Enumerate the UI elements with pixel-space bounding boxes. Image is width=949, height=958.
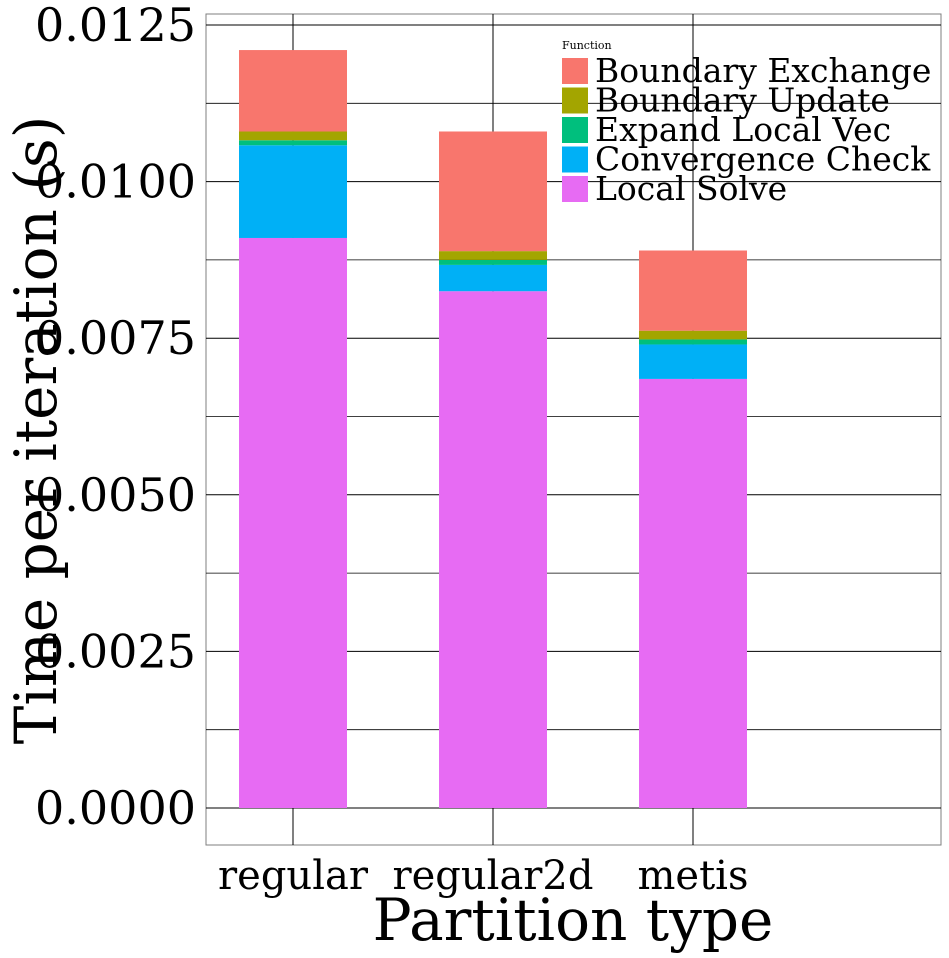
y-tick-label: 0.0075 xyxy=(35,311,196,365)
x-axis-ticks: regular regular2d metis xyxy=(218,853,748,899)
y-axis-ticks: 0.0000 0.0025 0.0050 0.0075 0.0100 0.0125 xyxy=(35,0,196,835)
bar-segment xyxy=(239,140,347,146)
legend-label: Boundary Exchange xyxy=(595,51,931,90)
bar-segment xyxy=(439,131,547,252)
bar-segment xyxy=(439,291,547,809)
bar-segment xyxy=(239,131,347,141)
bar-segment xyxy=(239,145,347,238)
bar-segment xyxy=(439,251,547,260)
legend-label: Convergence Check xyxy=(595,140,931,179)
legend-swatch xyxy=(562,87,588,114)
y-tick-label: 0.0125 xyxy=(35,0,196,52)
bar-segment xyxy=(639,344,747,379)
bar-segment xyxy=(239,237,347,808)
bar-segment xyxy=(639,378,747,808)
legend-swatch xyxy=(562,117,588,143)
x-tick-label: regular2d xyxy=(393,853,594,899)
y-axis-title: Time per iteration (s) xyxy=(2,116,70,745)
bar-segment xyxy=(439,259,547,265)
y-tick-label: 0.0050 xyxy=(35,468,196,522)
bar-segment xyxy=(639,339,747,345)
bar-segment xyxy=(239,50,347,132)
bar-segment xyxy=(639,330,747,340)
y-tick-label: 0.0000 xyxy=(35,781,196,835)
y-tick-label: 0.0025 xyxy=(35,624,196,678)
bar-segment xyxy=(639,250,747,331)
x-tick-label: metis xyxy=(638,853,749,899)
legend-swatch xyxy=(562,58,588,84)
legend-swatch xyxy=(562,176,588,202)
legend-title: Function xyxy=(562,39,612,52)
bar-segment xyxy=(439,264,547,292)
x-tick-label: regular xyxy=(218,853,369,899)
legend-label: Boundary Update xyxy=(595,81,890,120)
x-axis-title: Partition type xyxy=(373,886,774,954)
legend-label: Local Solve xyxy=(595,169,787,208)
bars xyxy=(239,50,747,809)
y-tick-label: 0.0100 xyxy=(35,155,196,209)
legend-swatch xyxy=(562,146,588,173)
legend-label: Expand Local Vec xyxy=(595,110,891,149)
